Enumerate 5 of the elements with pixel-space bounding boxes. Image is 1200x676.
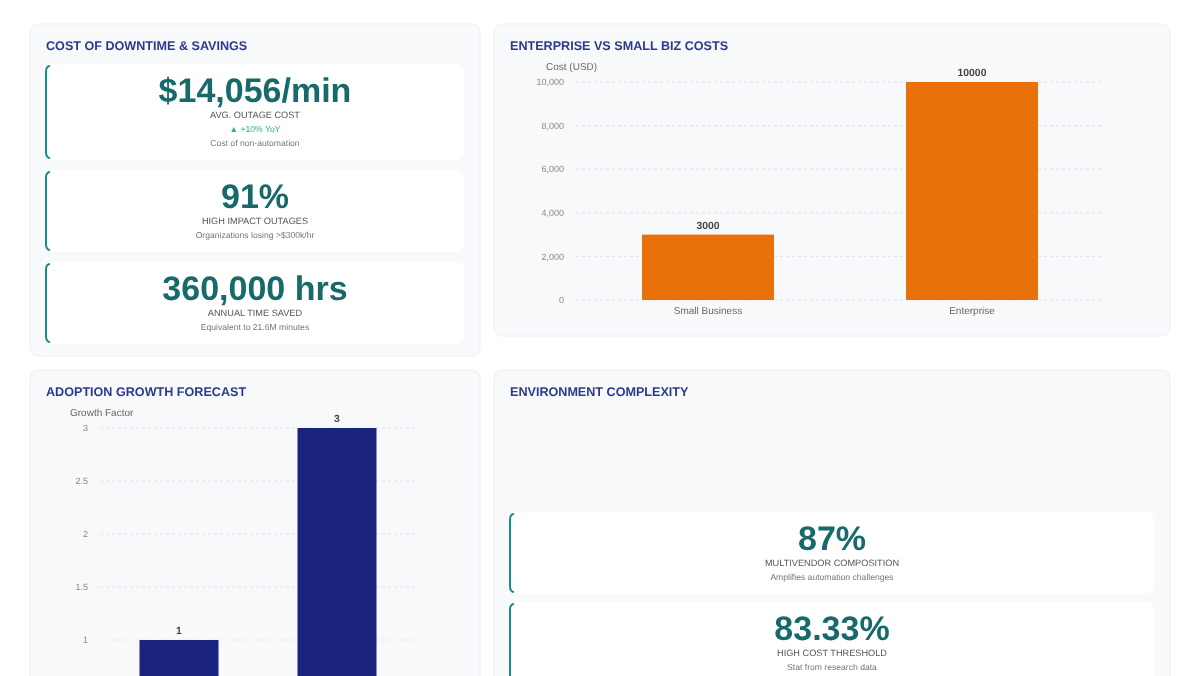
text: 83.33% — [774, 610, 890, 648]
text: $14,056/min — [158, 72, 352, 110]
text: 91% — [220, 178, 290, 216]
text: 87% — [797, 520, 867, 558]
text: 360,000 hrs — [162, 270, 348, 308]
